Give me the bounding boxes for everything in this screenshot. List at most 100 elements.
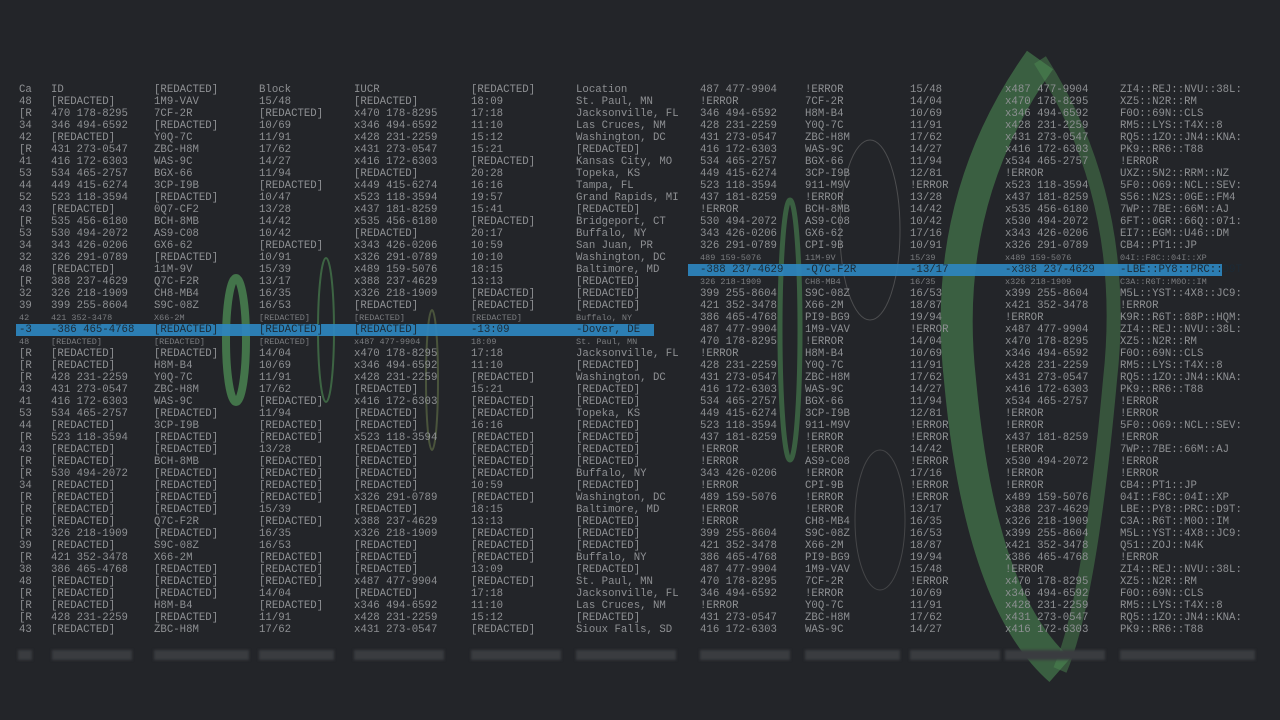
redacted-a-cell: H8M-B4 (154, 360, 193, 372)
extension-cell: x326 218-1909 (1005, 277, 1072, 287)
location-cell: [REDACTED] (576, 480, 641, 492)
phone-cell: 437 181-8259 (700, 432, 777, 444)
code-cell: Y0Q-7C (805, 360, 844, 372)
ca-cell: [R (19, 492, 32, 504)
block-cell: 10/91 (259, 252, 292, 264)
redacted-a-cell: [REDACTED] (154, 444, 219, 456)
location-cell: Washington, DC (576, 372, 666, 384)
block-cell: 14/27 (259, 156, 292, 168)
redacted-b-cell: [REDACTED] (471, 156, 536, 168)
ca-cell: 48 (19, 337, 30, 347)
code-cell: -Q7C-F2R (805, 264, 857, 276)
code-cell: !ERROR (805, 588, 844, 600)
redacted-b-cell: 13:13 (471, 276, 504, 288)
redacted-b-cell: 15:12 (471, 612, 504, 624)
code-cell: WAS-9C (805, 144, 844, 156)
ca-cell: 38 (19, 564, 32, 576)
redacted-b-cell: [REDACTED] (471, 576, 536, 588)
ca-cell: [R (19, 216, 32, 228)
redacted-b-cell: [REDACTED] (471, 528, 536, 540)
code-cell: !ERROR (805, 468, 844, 480)
id-cell: 326 218-1909 (51, 288, 128, 300)
block-cell: 11/94 (259, 168, 292, 180)
iucr-cell: x437 181-8259 (354, 204, 438, 216)
key-cell: Q51::ZOJ::N4K (1120, 540, 1204, 552)
redacted-b-cell: 16:16 (471, 420, 504, 432)
redacted-a-cell: [REDACTED] (154, 504, 219, 516)
id-cell: 343 426-0206 (51, 240, 128, 252)
redacted-a-cell: [REDACTED] (154, 337, 206, 347)
extension-cell: x437 181-8259 (1005, 432, 1089, 444)
ca-cell: [R (19, 276, 32, 288)
extension-cell: x343 426-0206 (1005, 228, 1089, 240)
extension-cell: x421 352-3478 (1005, 540, 1089, 552)
code-cell: 1M9-VAV (805, 324, 850, 336)
ca-cell: [R (19, 468, 32, 480)
id-cell: 416 172-6303 (51, 396, 128, 408)
iucr-cell: x326 218-1909 (354, 288, 438, 300)
redacted-b-cell: -13:09 (471, 324, 510, 336)
ca-cell: [R (19, 144, 32, 156)
redacted-a-cell: 3CP-I9B (154, 180, 199, 192)
iucr-cell: x431 273-0547 (354, 144, 438, 156)
ca-cell: 42 (19, 313, 30, 323)
block-cell: 11/91 (910, 360, 943, 372)
block-cell: 18/87 (910, 540, 943, 552)
redacted-a-cell: [REDACTED] (154, 612, 219, 624)
phone-cell: !ERROR (700, 504, 739, 516)
iucr-cell: [REDACTED] (354, 588, 419, 600)
redacted-b-cell: 18:09 (471, 337, 497, 347)
key-cell: !ERROR (1120, 468, 1159, 480)
block-cell: [REDACTED] (259, 552, 324, 564)
blur-block (805, 650, 900, 660)
block-cell: 13/17 (259, 276, 292, 288)
redacted-b-cell: [REDACTED] (471, 84, 536, 96)
key-cell: !ERROR (1120, 408, 1159, 420)
phone-cell: 421 352-3478 (700, 300, 777, 312)
redacted-b-cell: [REDACTED] (471, 372, 536, 384)
extension-cell: x487 477-9904 (1005, 84, 1089, 96)
ca-cell: 34 (19, 240, 32, 252)
ring-graphic (222, 274, 250, 406)
key-cell: !ERROR (1120, 552, 1159, 564)
id-cell: 421 352-3478 (51, 313, 113, 323)
location-cell: Topeka, KS (576, 168, 641, 180)
key-cell: RM5::LYS::T4X::8 (1120, 120, 1223, 132)
id-cell: -386 465-4768 (51, 324, 135, 336)
code-cell: X66-2M (805, 540, 844, 552)
ca-cell: 42 (19, 132, 32, 144)
code-cell: !ERROR (805, 432, 844, 444)
blur-block (1005, 650, 1105, 660)
location-cell: Grand Rapids, MI (576, 192, 679, 204)
location-cell: -Dover, DE (576, 324, 641, 336)
phone-cell: 416 172-6303 (700, 624, 777, 636)
block-cell: 17/62 (259, 384, 292, 396)
block-cell: 14/04 (910, 96, 943, 108)
id-cell: 449 415-6274 (51, 180, 128, 192)
left-selection-bar (16, 324, 654, 336)
extension-cell: x431 273-0547 (1005, 612, 1089, 624)
phone-cell: 399 255-8604 (700, 288, 777, 300)
block-cell: !ERROR (910, 432, 949, 444)
block-cell: 11/94 (910, 396, 943, 408)
redacted-b-cell: 13:13 (471, 516, 504, 528)
block-cell: 16/53 (259, 540, 292, 552)
code-cell: Y0Q-7C (805, 120, 844, 132)
redacted-b-cell: [REDACTED] (471, 432, 536, 444)
block-cell: !ERROR (910, 576, 949, 588)
phone-cell: 431 273-0547 (700, 372, 777, 384)
block-cell: 16/35 (910, 516, 943, 528)
extension-cell: x326 291-0789 (1005, 240, 1089, 252)
redacted-b-cell: [REDACTED] (471, 288, 536, 300)
iucr-cell: [REDACTED] (354, 300, 419, 312)
redacted-a-cell: [REDACTED] (154, 588, 219, 600)
redacted-b-cell: 17:18 (471, 588, 504, 600)
code-cell: AS9-C08 (805, 456, 850, 468)
block-cell: 10/42 (259, 228, 292, 240)
iucr-cell: x326 218-1909 (354, 528, 438, 540)
block-cell: [REDACTED] (259, 492, 324, 504)
id-cell: 428 231-2259 (51, 372, 128, 384)
redacted-b-cell: [REDACTED] (471, 444, 536, 456)
redacted-b-cell: [REDACTED] (471, 216, 536, 228)
iucr-cell: x326 291-0789 (354, 252, 438, 264)
